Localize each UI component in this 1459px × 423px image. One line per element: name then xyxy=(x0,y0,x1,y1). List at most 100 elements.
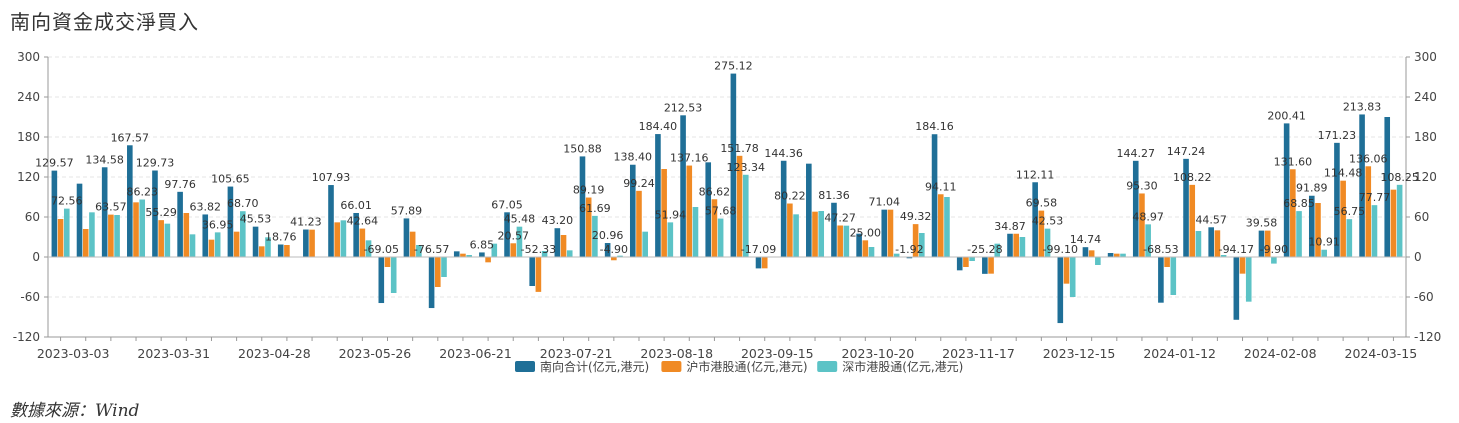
bar-shanghai-connect[interactable] xyxy=(862,240,869,257)
bar-shenzhen-connect[interactable] xyxy=(717,218,724,257)
bar-shenzhen-connect[interactable] xyxy=(1069,257,1076,297)
bar-south-total[interactable] xyxy=(1308,195,1315,257)
bar-south-total[interactable] xyxy=(353,212,359,257)
bar-shenzhen-connect[interactable] xyxy=(63,208,70,257)
bar-shenzhen-connect[interactable] xyxy=(139,199,146,257)
bar-shenzhen-connect[interactable] xyxy=(1396,184,1403,257)
bar-shenzhen-connect[interactable] xyxy=(944,197,950,257)
bar-shanghai-connect[interactable] xyxy=(258,246,265,257)
bar-south-total[interactable] xyxy=(1032,182,1038,257)
bar-shanghai-connect[interactable] xyxy=(585,197,592,257)
bar-shenzhen-connect[interactable] xyxy=(1321,249,1327,257)
bar-shenzhen-connect[interactable] xyxy=(1095,257,1101,265)
bar-shenzhen-connect[interactable] xyxy=(1044,228,1051,257)
bar-shanghai-connect[interactable] xyxy=(1290,169,1296,257)
bar-shanghai-connect[interactable] xyxy=(233,231,240,257)
legend-item-south-total[interactable]: 南向合计(亿元,港元) xyxy=(515,359,649,374)
bar-shanghai-connect[interactable] xyxy=(812,211,818,257)
bar-shanghai-connect[interactable] xyxy=(1189,184,1196,257)
bar-shanghai-connect[interactable] xyxy=(82,229,89,257)
bar-shenzhen-connect[interactable] xyxy=(89,212,95,257)
bar-south-total[interactable] xyxy=(956,257,963,271)
bar-south-total[interactable] xyxy=(1158,257,1164,303)
bar-shenzhen-connect[interactable] xyxy=(1019,237,1026,257)
bar-shanghai-connect[interactable] xyxy=(1340,180,1346,257)
bar-shanghai-connect[interactable] xyxy=(1264,230,1271,257)
bar-shenzhen-connect[interactable] xyxy=(1170,257,1177,295)
bar-shenzhen-connect[interactable] xyxy=(642,231,648,257)
bar-south-total[interactable] xyxy=(51,170,58,257)
bar-south-total[interactable] xyxy=(931,134,938,257)
bar-shenzhen-connect[interactable] xyxy=(114,215,120,257)
bar-south-total[interactable] xyxy=(680,115,686,258)
bar-shanghai-connect[interactable] xyxy=(485,257,491,263)
bar-south-total[interactable] xyxy=(730,73,737,257)
bar-south-total[interactable] xyxy=(177,191,183,257)
bar-south-total[interactable] xyxy=(705,162,712,257)
bar-south-total[interactable] xyxy=(982,257,988,274)
bar-shanghai-connect[interactable] xyxy=(434,257,441,287)
bar-south-total[interactable] xyxy=(504,212,510,257)
bar-south-total[interactable] xyxy=(1233,257,1240,320)
bar-shenzhen-connect[interactable] xyxy=(868,247,875,257)
bar-shanghai-connect[interactable] xyxy=(1315,203,1321,257)
bar-shanghai-connect[interactable] xyxy=(57,219,64,257)
bar-south-total[interactable] xyxy=(277,244,284,257)
bar-shanghai-connect[interactable] xyxy=(334,222,341,257)
bar-south-total[interactable] xyxy=(655,134,661,257)
bar-south-total[interactable] xyxy=(1283,123,1290,257)
bar-shanghai-connect[interactable] xyxy=(284,245,290,257)
bar-shenzhen-connect[interactable] xyxy=(919,233,925,257)
bar-south-total[interactable] xyxy=(806,163,812,257)
bar-shanghai-connect[interactable] xyxy=(912,224,919,257)
bar-shanghai-connect[interactable] xyxy=(988,257,994,274)
bar-shanghai-connect[interactable] xyxy=(1088,250,1095,257)
bar-shenzhen-connect[interactable] xyxy=(365,240,372,257)
bar-shenzhen-connect[interactable] xyxy=(416,245,422,257)
bar-shanghai-connect[interactable] xyxy=(1239,257,1246,274)
bar-shenzhen-connect[interactable] xyxy=(189,234,196,257)
bar-south-total[interactable] xyxy=(252,226,259,257)
bar-south-total[interactable] xyxy=(906,257,913,259)
bar-shenzhen-connect[interactable] xyxy=(1296,211,1302,257)
bar-shanghai-connect[interactable] xyxy=(108,214,114,257)
bar-shanghai-connect[interactable] xyxy=(409,231,416,257)
bar-shanghai-connect[interactable] xyxy=(460,253,466,257)
bar-shenzhen-connect[interactable] xyxy=(566,250,573,257)
bar-south-total[interactable] xyxy=(1107,253,1114,257)
bar-shanghai-connect[interactable] xyxy=(1390,189,1397,257)
bar-shanghai-connect[interactable] xyxy=(636,190,642,257)
bar-shenzhen-connect[interactable] xyxy=(1346,219,1353,257)
bar-south-total[interactable] xyxy=(831,202,837,257)
bar-south-total[interactable] xyxy=(428,257,435,309)
bar-shanghai-connect[interactable] xyxy=(1013,233,1020,257)
bar-south-total[interactable] xyxy=(604,243,611,257)
bar-south-total[interactable] xyxy=(403,218,410,257)
bar-shenzhen-connect[interactable] xyxy=(617,255,623,257)
bar-shanghai-connect[interactable] xyxy=(736,155,743,257)
bar-shanghai-connect[interactable] xyxy=(661,169,667,257)
bar-shenzhen-connect[interactable] xyxy=(1145,224,1151,257)
bar-shanghai-connect[interactable] xyxy=(560,235,567,257)
bar-south-total[interactable] xyxy=(227,186,234,257)
bar-shanghai-connect[interactable] xyxy=(761,257,768,269)
bar-shenzhen-connect[interactable] xyxy=(592,215,598,257)
bar-shanghai-connect[interactable] xyxy=(1038,210,1045,257)
bar-shenzhen-connect[interactable] xyxy=(541,251,548,257)
legend-item-shenzhen-connect[interactable]: 深市港股通(亿元,港元) xyxy=(817,359,963,374)
bar-shenzhen-connect[interactable] xyxy=(441,257,447,277)
bar-shanghai-connect[interactable] xyxy=(1063,257,1070,284)
bar-shenzhen-connect[interactable] xyxy=(793,214,799,257)
bar-south-total[interactable] xyxy=(881,209,888,257)
bar-shenzhen-connect[interactable] xyxy=(240,211,246,257)
bar-south-total[interactable] xyxy=(76,183,83,257)
bar-shanghai-connect[interactable] xyxy=(611,257,617,261)
bar-shenzhen-connect[interactable] xyxy=(340,220,347,257)
bar-shenzhen-connect[interactable] xyxy=(1195,231,1202,257)
bar-shenzhen-connect[interactable] xyxy=(1371,205,1378,257)
bar-shanghai-connect[interactable] xyxy=(1214,230,1221,257)
bar-shanghai-connect[interactable] xyxy=(937,194,944,257)
bar-shanghai-connect[interactable] xyxy=(158,220,164,257)
bar-shanghai-connect[interactable] xyxy=(787,203,793,257)
bar-south-total[interactable] xyxy=(629,164,636,257)
